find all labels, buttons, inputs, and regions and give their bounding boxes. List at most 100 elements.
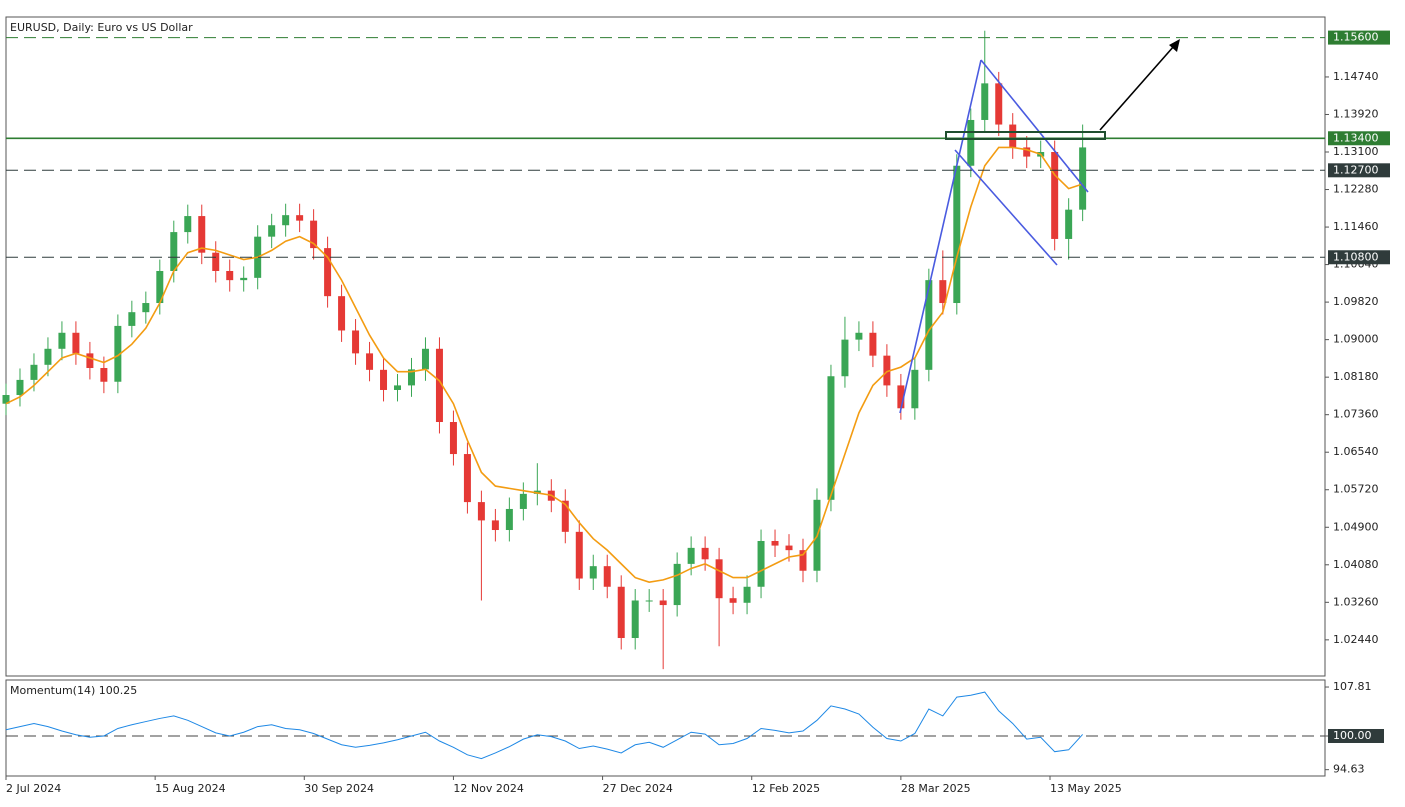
y-tick-label: 94.63 <box>1333 763 1365 776</box>
candle-body <box>338 296 346 331</box>
x-tick-label: 15 Aug 2024 <box>155 782 225 795</box>
candle-body <box>575 531 583 579</box>
y-tick-label: 1.07360 <box>1333 408 1379 421</box>
candle-body <box>603 566 611 587</box>
candle-body <box>1051 152 1059 239</box>
y-tick-label: 1.13100 <box>1333 145 1379 158</box>
candle-body <box>421 348 429 370</box>
candle-body <box>142 303 150 313</box>
candle-body <box>449 422 457 455</box>
y-tick-label: 1.09820 <box>1333 295 1379 308</box>
candle-body <box>435 348 443 423</box>
level-label-bg <box>1328 728 1384 743</box>
candle-body <box>282 215 290 226</box>
x-tick-label: 30 Sep 2024 <box>304 782 374 795</box>
x-tick-label: 2 Jul 2024 <box>6 782 61 795</box>
candle-body <box>925 280 933 370</box>
candle-body <box>617 586 625 639</box>
candle-body <box>30 364 38 380</box>
candle-body <box>1009 124 1017 148</box>
level-label: 1.15600 <box>1333 31 1379 44</box>
zone-box <box>945 131 1106 140</box>
candle-body <box>701 547 709 560</box>
candle-body <box>72 332 80 354</box>
level-label: 1.13400 <box>1333 131 1379 144</box>
candle-body <box>589 566 597 579</box>
x-tick-label: 12 Nov 2024 <box>453 782 523 795</box>
candle-body <box>407 369 415 386</box>
flag-line <box>954 149 1058 266</box>
y-tick-label: 1.02440 <box>1333 633 1379 646</box>
candle-body <box>296 215 304 221</box>
y-tick-label: 1.14740 <box>1333 70 1379 83</box>
candle-body <box>827 376 835 500</box>
candle-body <box>715 559 723 599</box>
flag-line <box>980 59 1089 193</box>
level-label-bg <box>1328 131 1390 146</box>
candle-body <box>114 325 122 382</box>
candle-body <box>100 368 108 382</box>
candle-body <box>44 348 52 365</box>
candle-body <box>366 353 374 370</box>
plot-layer: 1.02440 1.03260 1.04080 1.04900 1.05720 1.065… <box>2 30 1390 795</box>
level-label: 1.10800 <box>1333 250 1379 263</box>
candle-body <box>394 385 402 390</box>
candle-body <box>380 369 388 390</box>
momentum-pane <box>5 679 1326 777</box>
candle-body <box>226 270 234 281</box>
candle-body <box>841 339 849 377</box>
y-tick-label: 1.05720 <box>1333 483 1379 496</box>
candle-body <box>352 330 360 354</box>
candle-body <box>897 385 905 409</box>
candle-body <box>911 369 919 409</box>
candle-body <box>2 395 10 404</box>
level-label-bg <box>1328 250 1390 265</box>
candle-body <box>855 332 863 340</box>
candle-body <box>1023 147 1031 157</box>
level-label-bg <box>1328 30 1390 45</box>
candle-body <box>463 454 471 503</box>
y-tick-label: 1.12280 <box>1333 183 1379 196</box>
candle-body <box>939 280 947 304</box>
y-tick-label: 107.81 <box>1333 680 1372 693</box>
candle-body <box>491 520 499 531</box>
candle-body <box>184 216 192 233</box>
candle-body <box>1079 147 1087 210</box>
x-tick-label: 12 Feb 2025 <box>752 782 820 795</box>
candle-body <box>477 502 485 521</box>
candle-body <box>1065 209 1073 239</box>
candle-body <box>505 508 513 531</box>
trend-line <box>899 59 982 414</box>
candle-body <box>156 270 164 304</box>
y-tick-label: 1.04900 <box>1333 520 1379 533</box>
candle-body <box>519 493 527 509</box>
chart-title: EURUSD, Daily: Euro vs US Dollar <box>10 21 193 34</box>
candle-body <box>659 600 667 606</box>
y-tick-label: 1.13920 <box>1333 107 1379 120</box>
y-tick-label: 1.04080 <box>1333 558 1379 571</box>
y-tick-label: 1.11460 <box>1333 220 1379 233</box>
candle-body <box>324 248 332 297</box>
level-label-bg <box>1328 163 1390 178</box>
candle-body <box>771 540 779 546</box>
y-tick-label: 1.09000 <box>1333 333 1379 346</box>
candle-body <box>869 332 877 356</box>
main-pane <box>5 16 1326 677</box>
candle-body <box>687 547 695 564</box>
candle-body <box>561 500 569 532</box>
x-tick-label: 28 Mar 2025 <box>901 782 971 795</box>
candle-body <box>729 598 737 603</box>
candle-body <box>757 540 765 587</box>
level-label: 1.12700 <box>1333 163 1379 176</box>
candle-body <box>785 545 793 551</box>
candle-body <box>883 355 891 386</box>
indicator-title: Momentum(14) 100.25 <box>10 684 137 697</box>
candle-body <box>631 600 639 639</box>
candle-body <box>981 83 989 120</box>
candle-body <box>953 165 961 304</box>
y-tick-label: 1.06540 <box>1333 445 1379 458</box>
momentum-line <box>5 691 1084 760</box>
y-tick-label: 1.08180 <box>1333 370 1379 383</box>
